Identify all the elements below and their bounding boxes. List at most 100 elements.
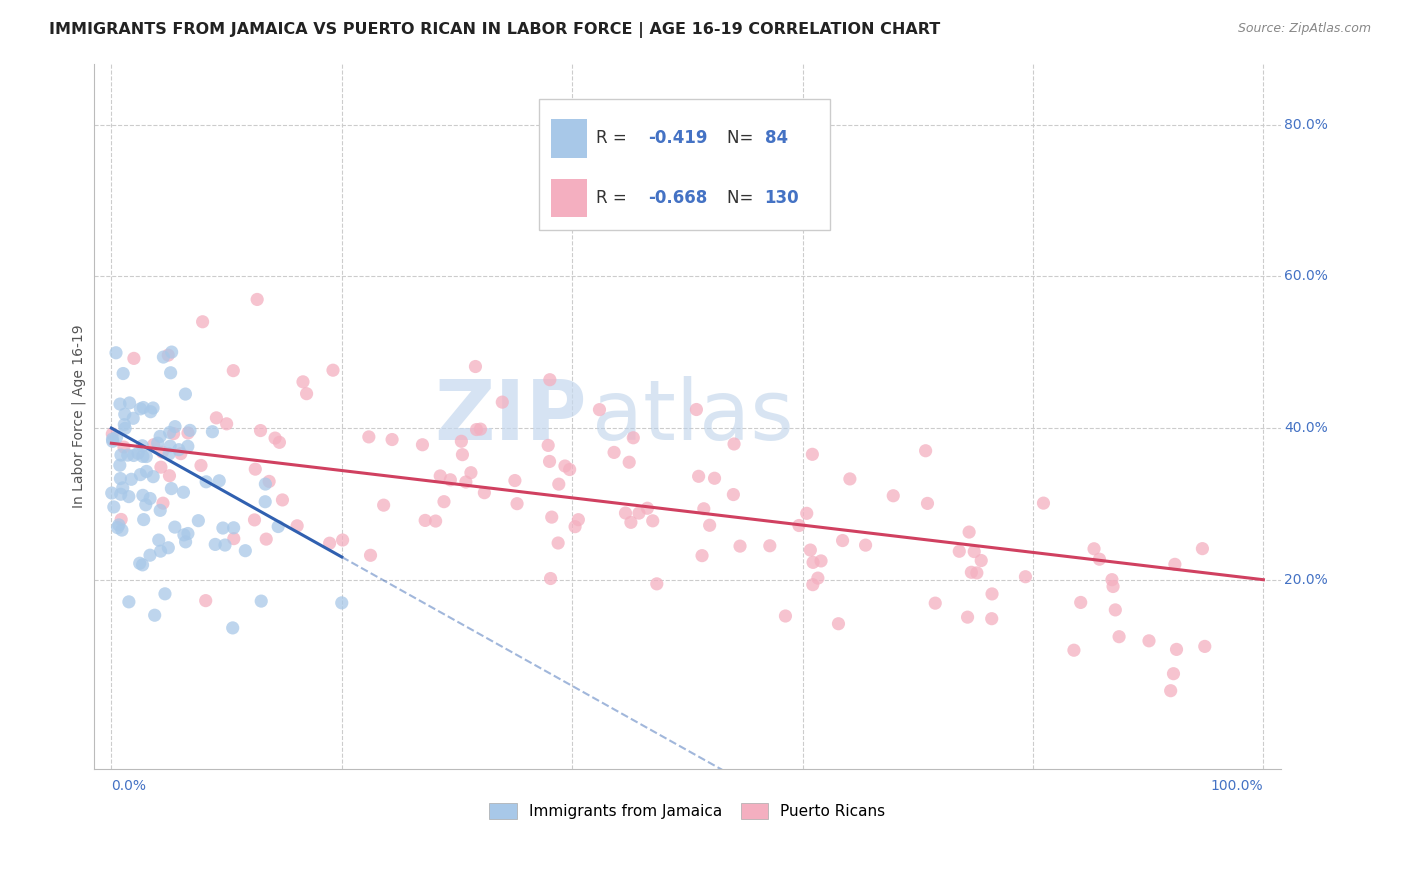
Point [627,506,650,520]
Point [645,577,668,591]
Point [1164,558,1187,572]
Point [588,402,610,417]
Point [1102,579,1125,593]
Text: 40.0%: 40.0% [1284,421,1327,435]
Point [948,544,970,558]
Point [179,423,201,437]
Point [112,440,135,454]
Point [243,513,266,527]
Point [460,466,482,480]
Text: R =: R = [596,189,633,207]
Point [139,548,162,562]
Point [117,448,139,462]
Point [160,482,183,496]
Point [980,612,1002,626]
Point [112,417,135,432]
Point [142,401,165,415]
Point [128,556,150,570]
Point [970,553,993,567]
Point [132,450,155,464]
Point [172,485,194,500]
Point [699,518,721,533]
Point [233,543,256,558]
Point [474,485,496,500]
Point [264,431,287,445]
Point [914,443,936,458]
Point [110,472,132,486]
Point [111,481,134,495]
Point [451,448,474,462]
Point [801,555,824,569]
Point [295,386,318,401]
Legend: Immigrants from Jamaica, Puerto Ricans: Immigrants from Jamaica, Puerto Ricans [484,797,891,825]
Point [110,487,132,501]
Text: 20.0%: 20.0% [1284,573,1327,587]
Point [146,436,169,450]
Point [215,417,238,431]
Point [246,293,269,307]
Point [728,539,751,553]
Point [491,395,513,409]
Point [267,519,290,533]
Text: 0.0%: 0.0% [111,779,146,793]
Point [173,528,195,542]
Point [966,566,988,580]
Text: 130: 130 [765,189,799,207]
Text: 84: 84 [765,129,787,147]
Point [285,518,308,533]
Point [1191,541,1213,556]
Point [547,536,569,550]
Point [142,438,165,452]
Point [723,437,745,451]
Text: 60.0%: 60.0% [1284,269,1329,284]
Point [163,520,186,534]
Point [204,537,226,551]
Point [254,494,277,508]
Point [163,419,186,434]
Point [159,425,181,440]
Point [112,367,135,381]
Point [157,447,180,461]
Point [170,447,193,461]
Point [688,469,710,483]
Point [105,345,128,359]
Point [411,438,433,452]
Point [1063,643,1085,657]
Point [153,587,176,601]
Point [291,375,314,389]
Text: N=: N= [727,129,758,147]
Point [330,596,353,610]
Point [506,497,529,511]
Point [838,472,860,486]
Point [132,401,155,415]
FancyBboxPatch shape [538,99,830,230]
Point [122,449,145,463]
Point [142,469,165,483]
Point [122,411,145,425]
Point [799,543,821,558]
Point [554,458,576,473]
Point [118,396,141,410]
Point [174,387,197,401]
Point [222,521,245,535]
Point [621,431,644,445]
Text: R =: R = [596,129,633,147]
Point [775,609,797,624]
Point [787,518,810,533]
Point [1137,633,1160,648]
Point [558,462,581,476]
Point [208,474,231,488]
Point [603,445,626,459]
Point [537,438,560,452]
Point [108,458,131,473]
Point [620,516,643,530]
Point [425,514,447,528]
Bar [551,178,586,218]
Point [882,489,904,503]
Text: Source: ZipAtlas.com: Source: ZipAtlas.com [1237,22,1371,36]
Point [257,475,280,489]
Point [222,621,245,635]
Bar [551,119,586,158]
Point [540,510,562,524]
Point [132,513,155,527]
